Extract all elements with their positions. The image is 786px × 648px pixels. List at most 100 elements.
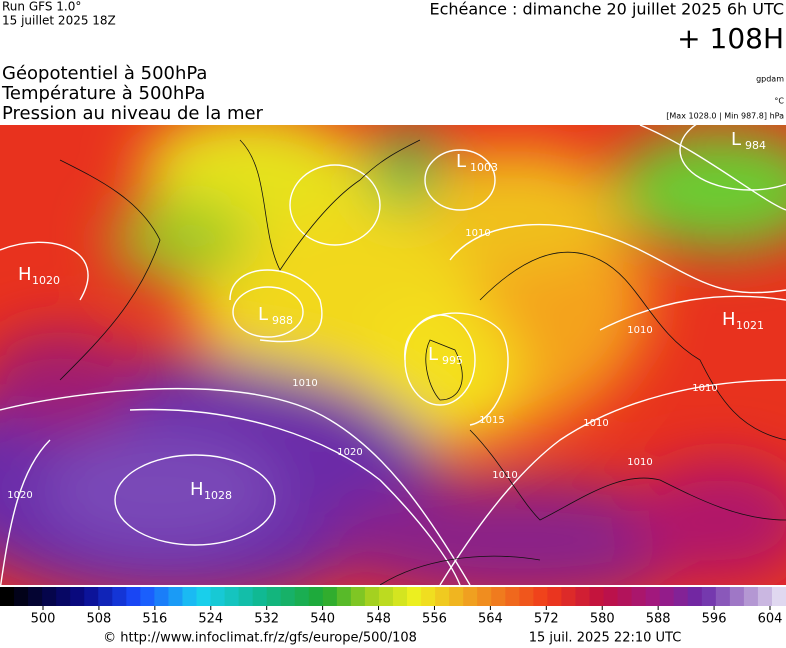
colorbar-swatch <box>42 587 57 606</box>
pressure-range: [Max 1028.0 | Min 987.8] hPa <box>666 112 784 121</box>
colorbar-swatch <box>266 587 282 606</box>
colorbar-label: 580 <box>590 612 615 627</box>
center-value: 995 <box>442 354 463 367</box>
colorbar-swatch <box>196 587 212 606</box>
colorbar-swatch <box>603 587 619 606</box>
colorbar-swatch <box>224 587 240 606</box>
colorbar-swatch <box>463 587 478 606</box>
colorbar-swatch <box>757 587 773 606</box>
colorbar-swatch <box>449 587 464 606</box>
colorbar-swatch <box>182 587 197 606</box>
colorbar-label: 588 <box>646 612 671 627</box>
isobar-label: 1020 <box>7 490 32 501</box>
unit-label: gpdam <box>756 75 784 84</box>
field-title: Température à 500hPa <box>1 83 205 104</box>
colorbar-swatch <box>645 587 661 606</box>
colorbar-label: 556 <box>422 612 447 627</box>
colorbar-swatch <box>168 587 183 606</box>
colorbar-swatch <box>378 587 394 606</box>
forecast-time: Echéance : dimanche 20 juillet 2025 6h U… <box>429 0 784 19</box>
isobar-label: 1020 <box>337 447 362 458</box>
colorbar-label: 500 <box>31 612 56 627</box>
colorbar-swatch <box>729 587 745 606</box>
colorbar-swatch <box>126 587 141 606</box>
field-title: Pression au niveau de la mer <box>2 103 264 124</box>
colorbar-label: 516 <box>142 612 167 627</box>
colorbar-swatch <box>743 587 759 606</box>
center-kind: L <box>258 304 268 325</box>
isobar-label: 1010 <box>583 418 608 429</box>
colorbar-swatch <box>336 587 352 606</box>
colorbar-swatch <box>70 587 85 606</box>
run-label: Run GFS 1.0° <box>2 0 81 14</box>
colorbar-swatch <box>477 587 492 606</box>
colorbar-label: 508 <box>87 612 112 627</box>
colorbar-swatch <box>687 587 703 606</box>
center-kind: H <box>722 309 736 330</box>
lead-time: + 108H <box>677 22 784 55</box>
colorbar-swatch <box>393 587 408 606</box>
colorbar-label: 564 <box>478 612 503 627</box>
colorbar-swatch <box>421 587 436 606</box>
colorbar-label: 596 <box>702 612 727 627</box>
colorbar-swatch <box>505 587 520 606</box>
colorbar-swatch <box>617 587 633 606</box>
colorbar-swatch <box>0 587 15 606</box>
center-kind: L <box>456 151 466 172</box>
colorbar-swatch <box>589 587 605 606</box>
colorbar-swatch <box>575 587 590 606</box>
colorbar-label: 540 <box>310 612 335 627</box>
generated-time: 15 juil. 2025 22:10 UTC <box>529 631 682 646</box>
field-title: Géopotentiel à 500hPa <box>2 63 207 84</box>
center-value: 1021 <box>736 319 764 332</box>
colorbar-swatch <box>547 587 562 606</box>
colorbar-swatch <box>294 587 310 606</box>
unit-label: °C <box>774 97 784 106</box>
colorbar-swatch <box>533 587 548 606</box>
source: © http://www.infoclimat.fr/z/gfs/europe/… <box>103 631 417 646</box>
colorbar-swatch <box>140 587 155 606</box>
isobar-label: 1010 <box>627 325 652 336</box>
colorbar-swatch <box>631 587 647 606</box>
colorbar-swatch <box>322 587 338 606</box>
colorbar-swatch <box>238 587 254 606</box>
isobar-label: 1010 <box>465 228 490 239</box>
colorbar-swatch <box>252 587 268 606</box>
center-kind: L <box>731 129 741 150</box>
center-value: 988 <box>272 314 293 327</box>
colorbar-swatch <box>407 587 422 606</box>
colorbar-swatch <box>308 587 324 606</box>
colorbar-swatch <box>56 587 71 606</box>
colorbar-swatch <box>659 587 675 606</box>
colorbar-swatch <box>350 587 366 606</box>
colorbar-swatch <box>98 587 113 606</box>
isobar-label: 1010 <box>492 470 517 481</box>
colorbar-swatch <box>210 587 226 606</box>
isobar-label: 1015 <box>479 415 504 426</box>
colorbar-label: 604 <box>758 612 783 627</box>
colorbar-label: 548 <box>366 612 391 627</box>
colorbar-swatch <box>435 587 450 606</box>
colorbar-swatch <box>519 587 534 606</box>
isobar-label: 1010 <box>692 383 717 394</box>
colorbar-swatch <box>154 587 169 606</box>
colorbar-swatch <box>701 587 717 606</box>
center-value: 984 <box>745 139 766 152</box>
colorbar-swatch <box>561 587 576 606</box>
colorbar-swatch <box>491 587 506 606</box>
center-kind: H <box>18 264 32 285</box>
colorbar-swatch <box>14 587 29 606</box>
center-kind: H <box>190 479 204 500</box>
isobars <box>0 125 786 585</box>
colorbar-swatch <box>364 587 380 606</box>
colorbar-label: 524 <box>198 612 223 627</box>
center-value: 1003 <box>470 161 498 174</box>
colorbar-swatch <box>84 587 99 606</box>
colorbar-swatch <box>28 587 43 606</box>
isobar-label: 1010 <box>627 457 652 468</box>
colorbar-swatch <box>715 587 731 606</box>
run-date: 15 juillet 2025 18Z <box>2 14 116 28</box>
colorbar-swatch <box>771 587 786 606</box>
